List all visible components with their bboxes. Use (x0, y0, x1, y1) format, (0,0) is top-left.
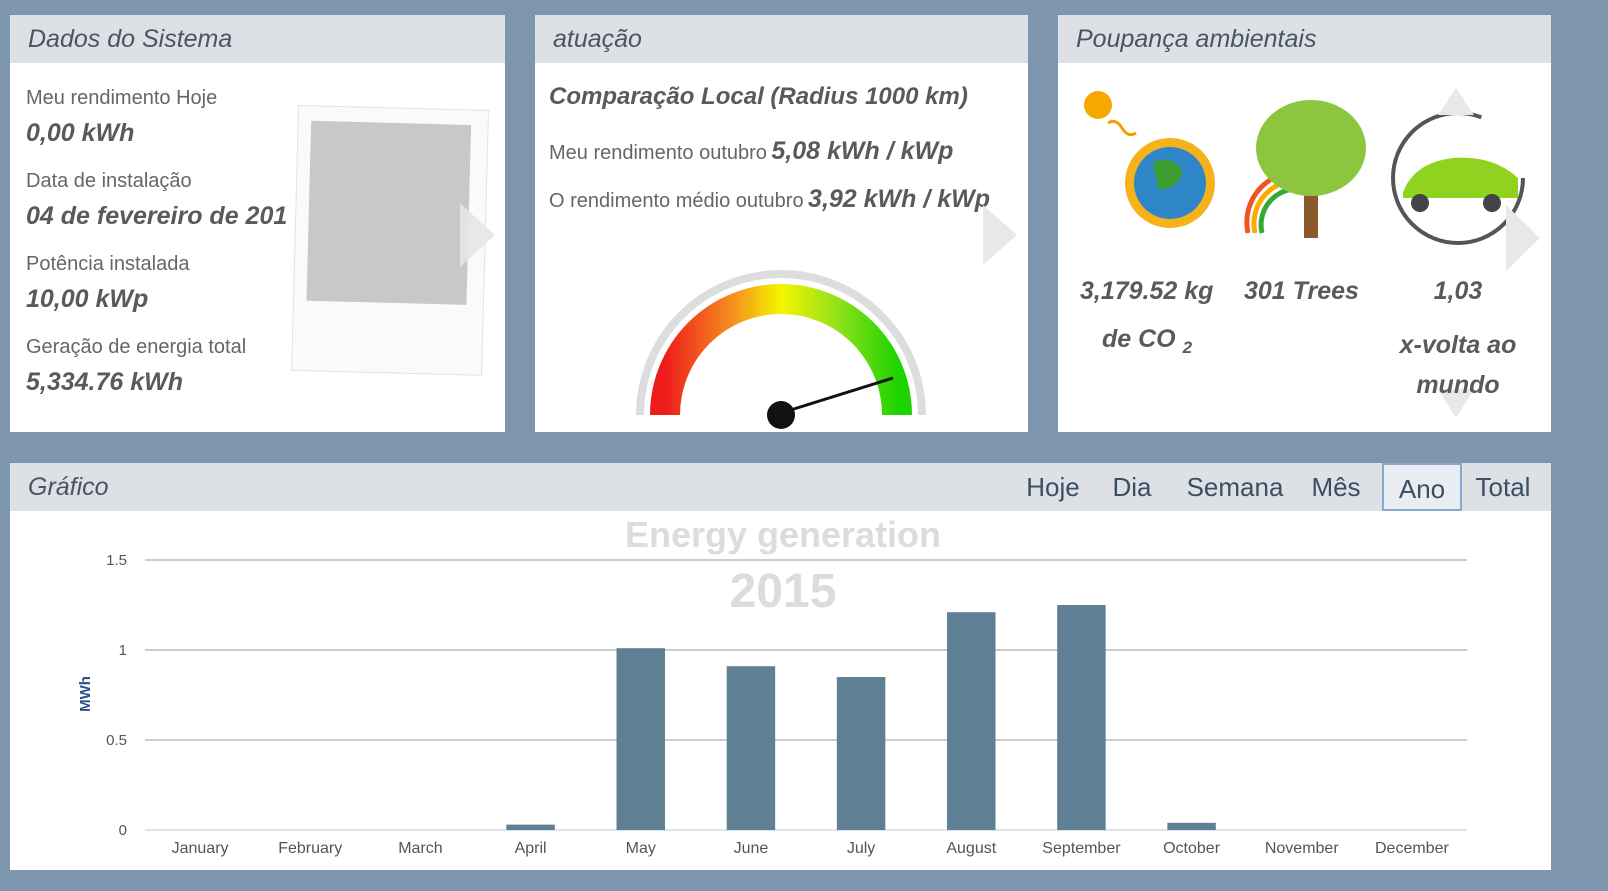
bar (617, 648, 665, 830)
chart-title: Energy generation (625, 514, 941, 555)
tab[interactable]: Total (1462, 463, 1544, 511)
info-value: 5,334.76 kWh (26, 368, 183, 397)
tab[interactable]: Hoje (1022, 463, 1084, 511)
bar (1167, 823, 1215, 830)
x-tick-label: April (515, 840, 547, 857)
savings-value: 1,03 (1393, 277, 1523, 306)
x-tick-label: February (278, 840, 342, 857)
panel-title: atuação (535, 15, 1028, 63)
info-value: 0,00 kWh (26, 119, 134, 148)
unit-text: de CO (1102, 325, 1176, 353)
y-tick-label: 0 (119, 822, 127, 839)
unit-subscript: 2 (1183, 338, 1192, 357)
savings-unit: x-volta ao mundo (1383, 325, 1533, 405)
gauge (535, 63, 1028, 432)
savings-unit: de CO 2 (1102, 325, 1192, 358)
page: {"system":{"title":"Dados do Sistema","i… (0, 0, 1608, 891)
performance-panel: atuação Comparação Local (Radius 1000 km… (535, 15, 1028, 432)
bar (727, 666, 775, 830)
tab[interactable]: Ano (1382, 463, 1462, 511)
chart-subtitle: 2015 (730, 565, 837, 618)
x-tick-label: January (172, 840, 229, 857)
chart: Energy generation 2015 MWh 0 0.5 1 1.5 Janua… (10, 511, 1551, 870)
info-label: Potência instalada (26, 253, 189, 276)
savings-value: 301 Trees (1244, 277, 1359, 306)
x-tick-label: September (1042, 840, 1121, 857)
savings-value: 3,179.52 kg (1080, 277, 1213, 306)
x-tick-label: December (1375, 840, 1449, 857)
y-tick-label: 0.5 (106, 732, 127, 749)
info-value: 10,00 kWp (26, 285, 148, 314)
info-value: 04 de fevereiro de 201 (26, 202, 294, 231)
system-panel: Dados do Sistema Meu rendimento Hoje 0,0… (10, 15, 505, 432)
info-label: Data de instalação (26, 170, 192, 193)
x-tick-label: June (734, 840, 769, 857)
savings-panel: Poupança ambientais 3,179.52 kg de CO 2 … (1058, 15, 1551, 432)
x-tick-label: November (1265, 840, 1339, 857)
x-tick-label: July (847, 840, 875, 857)
tab[interactable]: Dia (1108, 463, 1156, 511)
bar (506, 825, 554, 830)
info-label: Meu rendimento Hoje (26, 87, 217, 110)
tab[interactable]: Semana (1180, 463, 1290, 511)
bar (1057, 605, 1105, 830)
x-tick-label: March (398, 840, 442, 857)
panel-title: Dados do Sistema (10, 15, 505, 63)
y-tick-label: 1.5 (106, 552, 127, 569)
info-label: Geração de energia total (26, 336, 246, 359)
y-tick-label: 1 (119, 642, 127, 659)
x-tick-label: May (626, 840, 656, 857)
bar (947, 612, 995, 830)
panel-title: Poupança ambientais (1058, 15, 1551, 63)
tab[interactable]: Mês (1306, 463, 1366, 511)
bar (837, 677, 885, 830)
y-axis-label: MWh (77, 676, 94, 712)
x-tick-label: October (1163, 840, 1221, 857)
x-tick-label: August (946, 840, 996, 857)
